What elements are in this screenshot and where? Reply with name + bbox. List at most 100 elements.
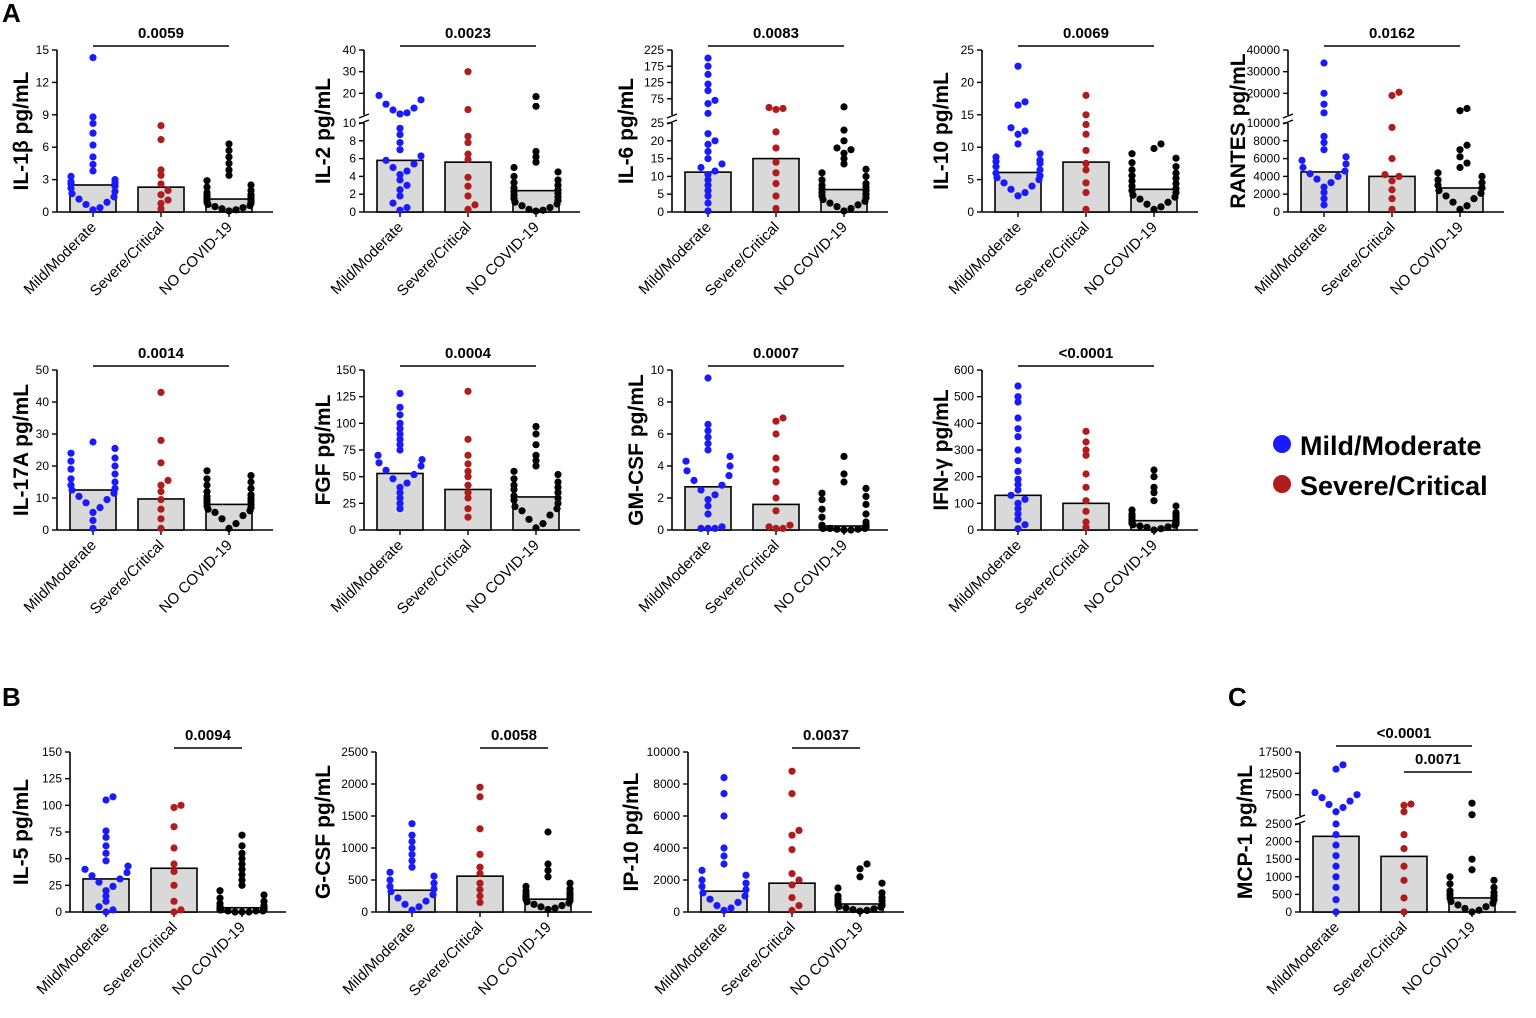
data-point-mild <box>718 523 726 531</box>
data-point-mild <box>720 844 728 852</box>
data-point-severe <box>157 199 165 207</box>
data-point-mild <box>704 496 712 504</box>
data-point-none <box>1136 195 1144 203</box>
data-point-mild <box>418 456 426 464</box>
data-point-none <box>554 489 562 497</box>
data-point-severe <box>157 122 165 130</box>
data-point-mild <box>67 178 75 186</box>
data-point-none <box>1128 166 1136 174</box>
data-point-severe <box>1381 171 1389 179</box>
data-point-mild <box>111 470 119 478</box>
data-point-none <box>566 885 574 893</box>
legend-item-severe: Severe/Critical <box>1273 471 1488 501</box>
data-point-mild <box>102 892 110 900</box>
chart-ifng: 0100200300400500600Mild/ModerateSevere/C… <box>930 345 1198 618</box>
data-point-none <box>840 470 848 478</box>
data-point-mild <box>396 489 404 497</box>
data-point-mild <box>690 476 698 484</box>
legend-label-mild: Mild/Moderate <box>1300 431 1482 461</box>
y-tick-label: 25 <box>49 878 63 892</box>
data-point-none <box>554 176 562 184</box>
data-point-severe <box>464 435 472 443</box>
data-point-none <box>1490 876 1498 884</box>
y-tick-label: 100 <box>336 416 356 430</box>
data-point-none <box>854 201 862 209</box>
y-tick-label: 20 <box>961 75 975 89</box>
y-axis-label: FGF pg/mL <box>312 394 335 505</box>
data-point-severe <box>788 894 796 902</box>
category-label: NO COVID-19 <box>1399 919 1479 999</box>
data-point-severe <box>1082 446 1090 454</box>
data-point-mild <box>1014 140 1022 148</box>
data-point-mild <box>109 906 117 914</box>
data-point-none <box>510 163 518 172</box>
data-point-none <box>1446 880 1454 888</box>
data-point-none <box>1143 200 1151 208</box>
data-point-severe <box>772 454 780 462</box>
data-point-severe <box>157 166 165 174</box>
data-point-mild <box>699 889 707 897</box>
data-point-none <box>1468 908 1476 916</box>
data-point-mild <box>95 878 103 886</box>
p-value-label: 0.0083 <box>753 25 799 42</box>
category-label: NO COVID-19 <box>463 219 543 299</box>
data-point-none <box>532 524 540 532</box>
data-point-none <box>239 204 247 212</box>
data-point-mild <box>123 868 131 877</box>
axis-break-mark <box>666 113 678 119</box>
y-tick-label: 0 <box>967 205 974 219</box>
y-axis-label: IP-10 pg/mL <box>620 772 643 891</box>
data-point-none <box>238 881 246 889</box>
y-tick-label: 125 <box>644 76 664 90</box>
data-point-severe <box>772 158 780 166</box>
data-point-mild <box>1332 862 1340 870</box>
data-point-mild <box>89 516 97 525</box>
data-point-severe <box>157 481 165 489</box>
data-point-none <box>1172 179 1180 188</box>
data-point-none <box>1150 489 1158 497</box>
y-axis-label: GM-CSF pg/mL <box>625 374 648 526</box>
data-point-severe <box>779 524 787 533</box>
p-value-label: 0.0007 <box>753 345 799 362</box>
legend-label-severe: Severe/Critical <box>1300 471 1488 501</box>
data-point-none <box>1172 185 1180 193</box>
data-point-none <box>840 137 848 145</box>
data-point-severe <box>1400 862 1408 870</box>
data-point-severe <box>1082 179 1090 187</box>
data-point-severe <box>1400 894 1408 902</box>
data-point-mild <box>111 444 119 452</box>
y-tick-label: 0 <box>1273 205 1280 219</box>
data-point-severe <box>157 505 165 513</box>
data-point-mild <box>1332 830 1340 839</box>
legend: Mild/Moderate Severe/Critical <box>1273 431 1488 501</box>
y-tick-label: 9 <box>42 108 49 122</box>
data-point-none <box>1157 203 1165 211</box>
data-point-none <box>818 505 826 513</box>
data-point-mild <box>718 481 726 489</box>
data-point-none <box>247 478 255 486</box>
data-point-severe <box>795 876 803 884</box>
y-tick-label: 2000 <box>341 777 368 791</box>
data-point-none <box>840 526 848 534</box>
y-tick-label: 150 <box>42 745 62 759</box>
data-point-mild <box>82 200 90 209</box>
data-point-none <box>856 907 864 915</box>
data-point-none <box>554 483 562 491</box>
data-point-severe <box>1388 205 1396 213</box>
data-point-mild <box>382 466 390 474</box>
data-point-none <box>551 904 559 912</box>
p-value-label: 0.0069 <box>1063 25 1109 42</box>
y-tick-label: 0 <box>657 523 664 537</box>
data-point-none <box>870 905 878 913</box>
data-point-mild <box>1320 188 1328 197</box>
y-tick-label: 6 <box>42 140 49 154</box>
y-tick-label: 2 <box>657 491 664 505</box>
data-point-mild <box>742 871 750 879</box>
data-point-mild <box>704 524 712 533</box>
data-point-severe <box>476 870 484 878</box>
legend-marker-mild <box>1273 435 1291 453</box>
axis-break-mark <box>358 119 370 125</box>
data-point-none <box>847 526 855 534</box>
